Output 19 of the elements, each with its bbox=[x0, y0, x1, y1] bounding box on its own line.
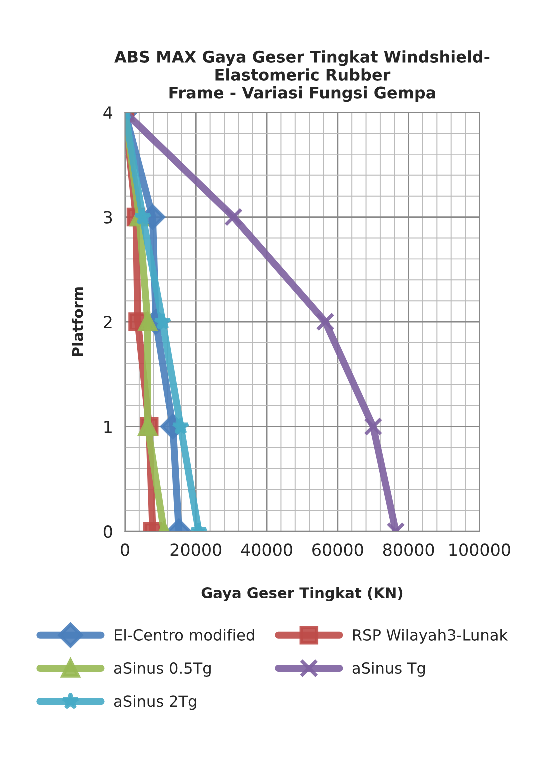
legend-label: El-Centro modified bbox=[115, 629, 254, 641]
legend-label: RSP Wilayah3-Lunak bbox=[353, 629, 508, 644]
legend-label: aSinus Tg bbox=[352, 662, 426, 678]
y-tick-label: 2 bbox=[104, 316, 112, 328]
x-tick-label: 80000 bbox=[383, 544, 434, 556]
x-tick-label: 60000 bbox=[312, 544, 364, 556]
x-tick-label: 0 bbox=[121, 544, 130, 556]
chart-title: ABS MAX Gaya Geser Tingkat Windshield- Elastomeric Rubber Frame - Variasi Fungsi Gempa bbox=[114, 50, 490, 102]
legend-label: aSinus 0.5Tg bbox=[114, 662, 211, 678]
y-tick-label: 0 bbox=[104, 526, 112, 538]
y-axis-title: Platform bbox=[72, 288, 84, 356]
x-tick-label: 40000 bbox=[241, 544, 292, 556]
x-tick-label: 100000 bbox=[450, 544, 510, 556]
legend-label: aSinus 2Tg bbox=[114, 695, 196, 710]
y-tick-label: 4 bbox=[104, 106, 113, 119]
y-tick-label: 3 bbox=[104, 211, 112, 224]
x-axis-title: Gaya Geser Tingkat (KN) bbox=[202, 587, 403, 602]
y-tick-label: 1 bbox=[104, 420, 112, 434]
x-tick-label: 20000 bbox=[170, 544, 222, 556]
